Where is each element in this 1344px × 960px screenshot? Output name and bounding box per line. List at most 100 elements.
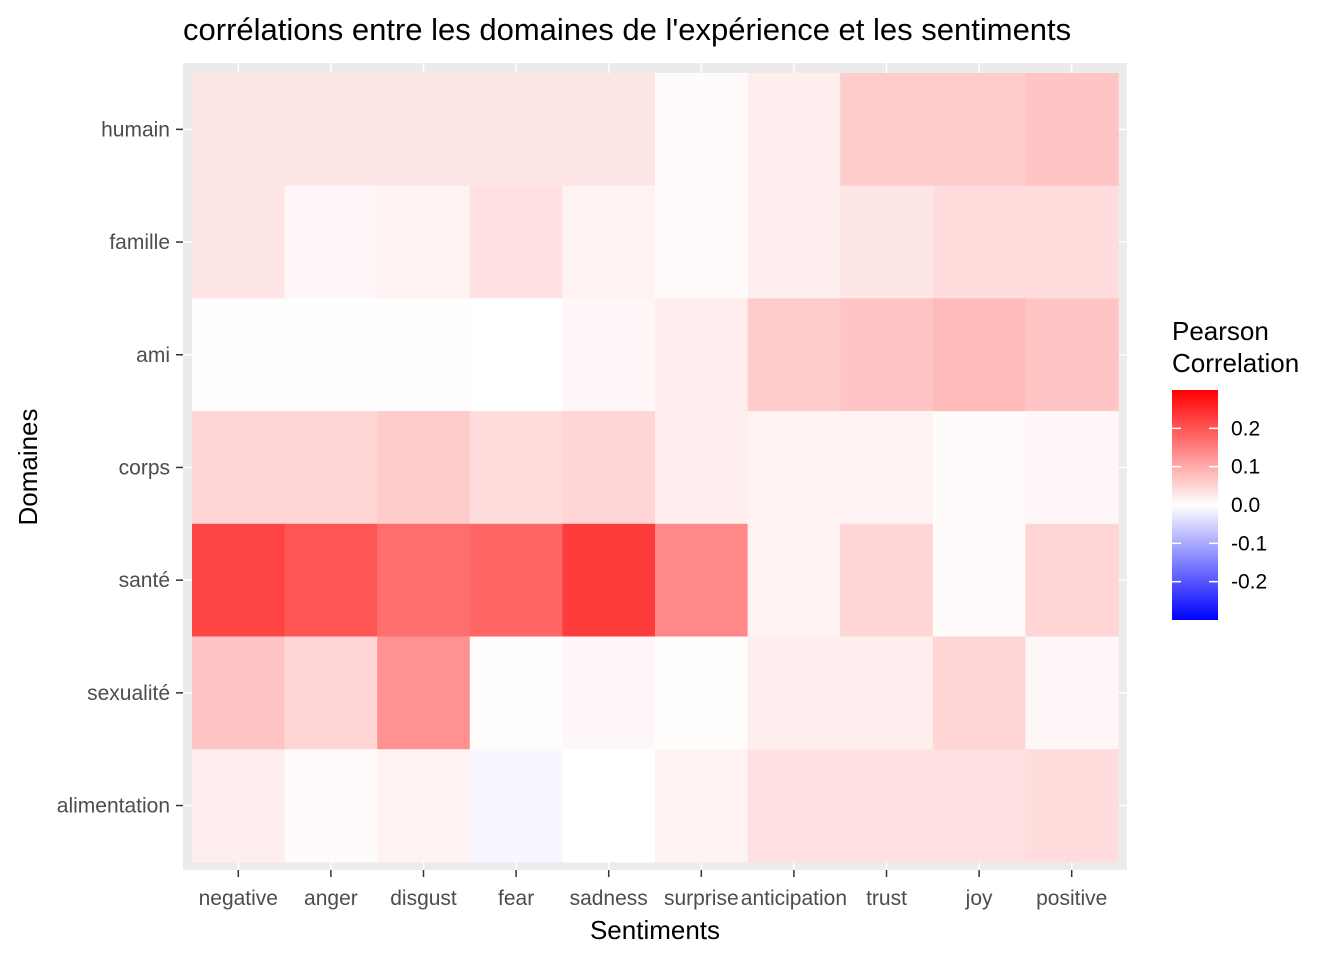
tile-humain-joy xyxy=(932,73,1026,187)
tile-famille-anger xyxy=(284,185,378,299)
tile-ami-disgust xyxy=(377,298,471,412)
tile-alimentation-anger xyxy=(284,749,378,863)
tile-ami-surprise xyxy=(655,298,749,412)
tile-sexualite-surprise xyxy=(655,636,749,750)
x-tick-label-sadness: sadness xyxy=(570,887,648,910)
tile-famille-disgust xyxy=(377,185,471,299)
heatmap-tiles xyxy=(192,73,1119,863)
tile-alimentation-fear xyxy=(469,749,563,863)
tile-corps-fear xyxy=(469,411,563,525)
tile-sante-joy xyxy=(932,523,1026,638)
tile-alimentation-positive xyxy=(1025,749,1119,863)
tile-corps-joy xyxy=(932,411,1026,525)
tile-alimentation-anticipation xyxy=(747,749,841,863)
tile-ami-anticipation xyxy=(747,298,841,412)
legend-title-line-1: Pearson xyxy=(1172,316,1269,346)
legend-ticks: 0.2 0.1 0.0 -0.1 -0.2 xyxy=(1172,417,1267,594)
tile-ami-fear xyxy=(469,298,563,412)
x-tick-label-anticipation: anticipation xyxy=(741,887,847,910)
tile-corps-trust xyxy=(840,411,934,525)
x-tick-label-trust: trust xyxy=(866,887,907,910)
tile-sante-positive xyxy=(1025,523,1119,638)
tile-corps-negative xyxy=(192,411,286,525)
tile-sexualite-negative xyxy=(192,636,286,750)
tile-ami-positive xyxy=(1025,298,1119,412)
tile-ami-joy xyxy=(932,298,1026,412)
tile-sexualite-positive xyxy=(1025,636,1119,750)
tile-corps-anticipation xyxy=(747,411,841,525)
tile-corps-surprise xyxy=(655,411,749,525)
x-tick-label-anger: anger xyxy=(304,887,358,910)
x-tick-label-surprise: surprise xyxy=(664,887,739,910)
tile-alimentation-negative xyxy=(192,749,286,863)
x-tick-label-negative: negative xyxy=(199,887,278,910)
x-axis-title: Sentiments xyxy=(590,915,720,945)
x-axis: negative anger disgust fear sadness surprise a… xyxy=(199,870,1107,910)
tile-sexualite-trust xyxy=(840,636,934,750)
tile-sexualite-disgust xyxy=(377,636,471,750)
tile-sante-surprise xyxy=(655,523,749,638)
y-tick-label-sexualite: sexualité xyxy=(87,682,170,705)
tile-alimentation-surprise xyxy=(655,749,749,863)
tile-ami-anger xyxy=(284,298,378,412)
tile-corps-sadness xyxy=(562,411,656,525)
legend-label-4: -0.2 xyxy=(1231,571,1267,594)
tile-humain-trust xyxy=(840,73,934,187)
legend-label-2: 0.0 xyxy=(1231,494,1260,517)
tile-sexualite-anger xyxy=(284,636,378,750)
x-tick-label-disgust: disgust xyxy=(390,887,457,910)
legend-label-3: -0.1 xyxy=(1231,532,1267,555)
tile-sexualite-fear xyxy=(469,636,563,750)
tile-sante-anger xyxy=(284,523,378,638)
tile-alimentation-disgust xyxy=(377,749,471,863)
y-tick-label-famille: famille xyxy=(109,231,170,254)
chart-title: corrélations entre les domaines de l'exp… xyxy=(183,12,1071,47)
tile-ami-sadness xyxy=(562,298,656,412)
tile-famille-fear xyxy=(469,185,563,299)
tile-corps-anger xyxy=(284,411,378,525)
tile-sexualite-anticipation xyxy=(747,636,841,750)
y-tick-label-ami: ami xyxy=(136,344,170,367)
tile-famille-sadness xyxy=(562,185,656,299)
legend-title-line-2: Correlation xyxy=(1172,348,1299,378)
tile-humain-anger xyxy=(284,73,378,187)
tile-famille-trust xyxy=(840,185,934,299)
tile-humain-negative xyxy=(192,73,286,187)
tile-sexualite-sadness xyxy=(562,636,656,750)
tile-ami-trust xyxy=(840,298,934,412)
tile-sante-disgust xyxy=(377,523,471,638)
tile-sante-fear xyxy=(469,523,563,638)
tile-sante-negative xyxy=(192,523,286,638)
tile-sante-sadness xyxy=(562,523,656,638)
legend-label-0: 0.2 xyxy=(1231,417,1260,440)
color-legend: Pearson Correlation 0.2 0.1 0.0 -0.1 -0.2 xyxy=(1172,316,1299,620)
tile-famille-negative xyxy=(192,185,286,299)
tile-famille-positive xyxy=(1025,185,1119,299)
tile-corps-positive xyxy=(1025,411,1119,525)
y-tick-label-corps: corps xyxy=(119,456,170,479)
x-tick-label-positive: positive xyxy=(1036,887,1107,910)
tile-humain-fear xyxy=(469,73,563,187)
tile-humain-disgust xyxy=(377,73,471,187)
y-axis-title: Domaines xyxy=(13,408,43,525)
x-tick-label-joy: joy xyxy=(965,887,993,910)
y-tick-label-humain: humain xyxy=(101,118,170,141)
tile-famille-anticipation xyxy=(747,185,841,299)
tile-alimentation-sadness xyxy=(562,749,656,863)
x-tick-label-fear: fear xyxy=(498,887,534,910)
tile-sante-anticipation xyxy=(747,523,841,638)
y-tick-label-sante: santé xyxy=(119,569,170,592)
tile-sante-trust xyxy=(840,523,934,638)
y-tick-label-alimentation: alimentation xyxy=(57,795,170,818)
tile-sexualite-joy xyxy=(932,636,1026,750)
tile-famille-surprise xyxy=(655,185,749,299)
tile-famille-joy xyxy=(932,185,1026,299)
tile-corps-disgust xyxy=(377,411,471,525)
tile-humain-sadness xyxy=(562,73,656,187)
y-axis: humain famille ami corps santé sexualité alime… xyxy=(57,118,183,818)
tile-humain-surprise xyxy=(655,73,749,187)
tile-ami-negative xyxy=(192,298,286,412)
legend-label-1: 0.1 xyxy=(1231,456,1260,479)
tile-alimentation-joy xyxy=(932,749,1026,863)
